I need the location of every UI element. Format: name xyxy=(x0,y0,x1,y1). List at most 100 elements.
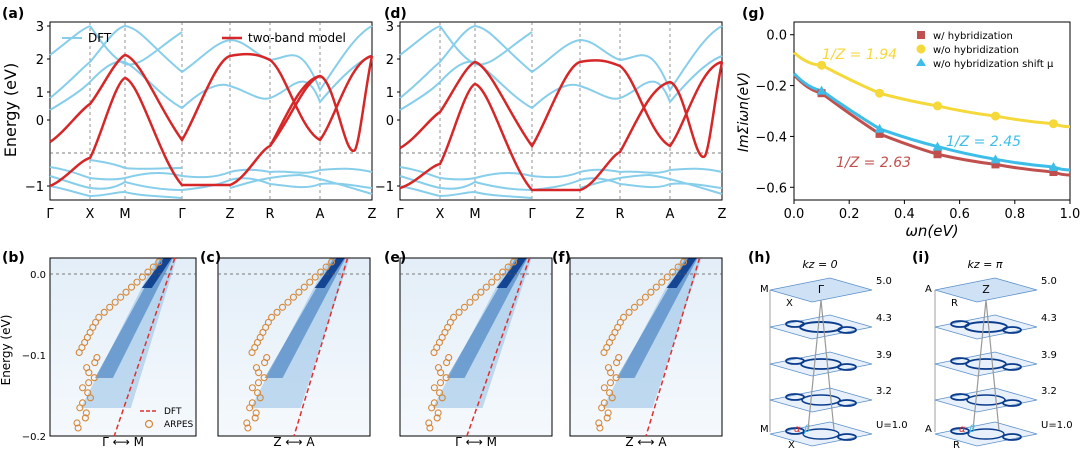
arpes-point xyxy=(75,348,83,357)
arpes-point xyxy=(426,424,434,432)
axes-frame xyxy=(399,21,723,201)
layer-label: 5.0 xyxy=(1041,276,1057,287)
arpes-point xyxy=(438,394,446,402)
arpes-panel: Γ ⟷ M xyxy=(399,257,553,449)
panel-label-d: (d) xyxy=(384,6,407,22)
layer-label: 3.2 xyxy=(876,386,892,397)
x-tick-label: 0.2 xyxy=(839,207,860,222)
arpes-point xyxy=(477,288,485,296)
self-energy-chart: 0.0 0.2 0.4 0.6 0.8 1.0 0.0 −0.2 −0.4 −0.6 w/ hy… xyxy=(755,21,1080,222)
arpes-xlabel: Γ ⟷ M xyxy=(102,435,144,449)
k-tick-label: M xyxy=(119,207,130,222)
arpes-panel: Γ ⟷ M 0.0 −0.1 −0.2 xyxy=(22,257,197,449)
arpes-point xyxy=(246,404,254,412)
arpes-point xyxy=(434,409,442,417)
panel-label-f: (f) xyxy=(552,250,571,266)
arpes-point xyxy=(73,419,81,427)
arpes-point xyxy=(111,298,119,306)
arpes-point xyxy=(91,359,99,367)
legend-arpes-dft: DFT xyxy=(164,407,182,417)
y-tick-label: −0.4 xyxy=(755,130,787,145)
arpes-point xyxy=(658,278,666,286)
data-point xyxy=(933,150,942,159)
y-tick-label: 0.0 xyxy=(766,29,787,44)
fermi-layer xyxy=(934,351,1038,377)
arpes-point xyxy=(100,308,108,316)
corner-label-bottom: M xyxy=(760,424,769,435)
legend-series-2: w/o hybridization shift μ xyxy=(933,59,1054,70)
arpes-point xyxy=(428,404,436,412)
chart-legend: w/ hybridization w/o hybridization w/o h… xyxy=(916,31,1054,70)
arpes-point xyxy=(155,258,163,266)
arpes-point xyxy=(85,379,93,387)
arpes-point xyxy=(278,303,287,311)
arpes-panel: Z ⟷ A xyxy=(569,257,723,449)
y-tick-label: −0.6 xyxy=(755,181,787,196)
arpes-point xyxy=(669,268,677,276)
x-tick-label: 0.6 xyxy=(949,207,970,222)
arpes-point xyxy=(471,293,479,301)
k-tick-label: A xyxy=(666,207,675,222)
arpes-point xyxy=(74,424,82,432)
y-tick-label: 2 xyxy=(386,53,394,68)
panel-label-g: (g) xyxy=(742,6,765,22)
arpes-point xyxy=(328,258,336,266)
k-tick-label: Γ xyxy=(46,207,54,222)
k-tick-label: Z xyxy=(718,207,727,222)
arpes-point xyxy=(85,369,93,377)
arpes-point xyxy=(273,308,281,316)
fermi-layer xyxy=(769,421,873,447)
arpes-point xyxy=(604,409,612,417)
arpes-point xyxy=(322,263,330,271)
arpes-point xyxy=(437,369,445,377)
arpes-point xyxy=(268,313,276,321)
arpes-point xyxy=(466,298,474,306)
legend-two-band: two-band model xyxy=(248,31,346,45)
arpes-point xyxy=(255,369,263,377)
arpes-point xyxy=(606,379,615,387)
k-tick-label: X xyxy=(86,207,95,222)
arpes-point xyxy=(647,288,655,296)
fermi-layer xyxy=(934,421,1038,447)
arpes-point xyxy=(620,313,628,321)
panel-label-h: (h) xyxy=(748,250,771,266)
axes-frame xyxy=(793,21,1071,201)
alpha-label: α xyxy=(794,424,801,435)
arpes-point xyxy=(598,404,606,412)
arpes-point xyxy=(612,374,620,382)
arpes-point xyxy=(443,359,451,367)
arpes-point xyxy=(603,414,611,422)
axes-frame xyxy=(49,21,373,201)
arpes-point xyxy=(493,273,501,281)
center-label: Z xyxy=(982,283,990,296)
beta-label: β xyxy=(968,424,976,435)
arpes-point xyxy=(455,308,463,316)
arpes-point xyxy=(76,404,84,412)
fermi-layer xyxy=(769,387,873,413)
k-tick-label: X xyxy=(436,207,445,222)
legend-dft: DFT xyxy=(88,31,112,45)
k-tick-label: A xyxy=(316,207,325,222)
data-point xyxy=(933,101,943,111)
annotation-z-3: 1/Z = 2.63 xyxy=(836,155,911,171)
arpes-point xyxy=(630,303,639,311)
data-point xyxy=(817,60,827,70)
arpes-point xyxy=(300,283,308,291)
data-point xyxy=(990,154,1001,164)
layer-label: U=1.0 xyxy=(876,420,908,431)
panel-label-c: (c) xyxy=(200,250,221,266)
k-tick-label: Γ xyxy=(528,207,536,222)
arpes-point xyxy=(499,268,507,276)
stack-title: kz = π xyxy=(968,258,1003,271)
data-point xyxy=(1048,161,1059,171)
k-tick-label: Γ xyxy=(396,207,404,222)
chart-ylabel: ImΣiωn(eV) xyxy=(736,72,752,152)
panel-label-b: (b) xyxy=(2,250,25,266)
arpes-point xyxy=(600,384,608,392)
dft-line xyxy=(645,257,701,437)
arpes-point xyxy=(149,263,157,271)
arpes-point xyxy=(251,414,259,422)
y-tick-label: −0.1 xyxy=(22,351,46,362)
arpes-point xyxy=(430,384,438,392)
